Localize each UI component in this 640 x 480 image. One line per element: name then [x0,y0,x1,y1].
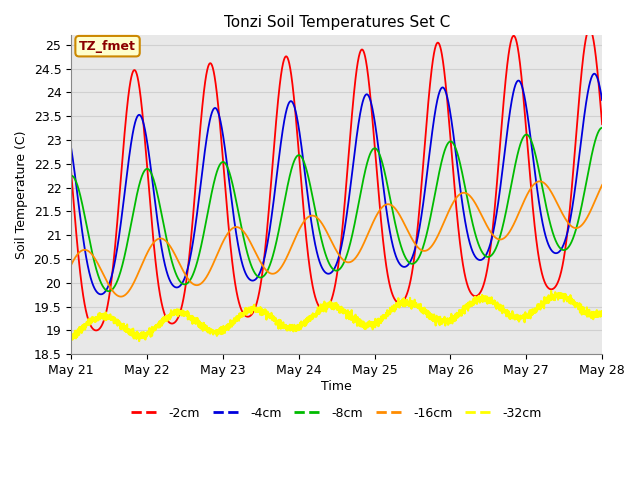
-16cm [117,294,125,300]
-32cm [531,306,538,312]
-2cm [531,223,538,229]
-4cm [531,168,538,173]
-32cm [135,338,143,344]
Line: -16cm: -16cm [71,181,602,297]
-16cm [294,229,302,235]
-2cm [588,31,596,36]
Line: -2cm: -2cm [71,29,602,330]
Text: TZ_fmet: TZ_fmet [79,40,136,53]
Legend: -2cm, -4cm, -8cm, -16cm, -32cm: -2cm, -4cm, -8cm, -16cm, -32cm [126,402,547,425]
-32cm [294,322,302,328]
-8cm [598,125,606,131]
-8cm [588,151,596,157]
-32cm [159,314,167,320]
Title: Tonzi Soil Temperatures Set C: Tonzi Soil Temperatures Set C [223,15,450,30]
-8cm [67,173,75,179]
-4cm [591,71,598,77]
-32cm [547,288,555,294]
-2cm [92,327,100,333]
-16cm [598,182,606,188]
-16cm [271,270,279,276]
-32cm [588,311,596,317]
-2cm [128,72,136,78]
-32cm [598,310,606,315]
-4cm [128,135,136,141]
-16cm [67,262,75,268]
-16cm [531,181,538,187]
-2cm [294,140,302,145]
-8cm [105,288,113,294]
Line: -4cm: -4cm [71,74,602,294]
-16cm [128,283,136,289]
-4cm [588,73,596,79]
Y-axis label: Soil Temperature (C): Soil Temperature (C) [15,131,28,259]
-2cm [271,132,279,138]
-4cm [159,255,167,261]
-8cm [128,217,136,223]
X-axis label: Time: Time [321,380,352,393]
Line: -32cm: -32cm [71,291,602,341]
-4cm [67,145,75,151]
-2cm [67,169,75,175]
-8cm [271,245,279,251]
-16cm [159,236,167,242]
-32cm [128,333,136,338]
-4cm [271,188,279,193]
-4cm [598,97,606,103]
-4cm [294,120,302,126]
Line: -8cm: -8cm [71,128,602,291]
-2cm [598,121,606,127]
-8cm [159,220,167,226]
-32cm [271,317,279,323]
-2cm [586,26,593,32]
-2cm [159,308,167,313]
-16cm [536,179,543,184]
-8cm [294,153,302,158]
-8cm [531,149,538,155]
-32cm [67,331,75,336]
-4cm [97,291,105,297]
-16cm [588,205,596,211]
